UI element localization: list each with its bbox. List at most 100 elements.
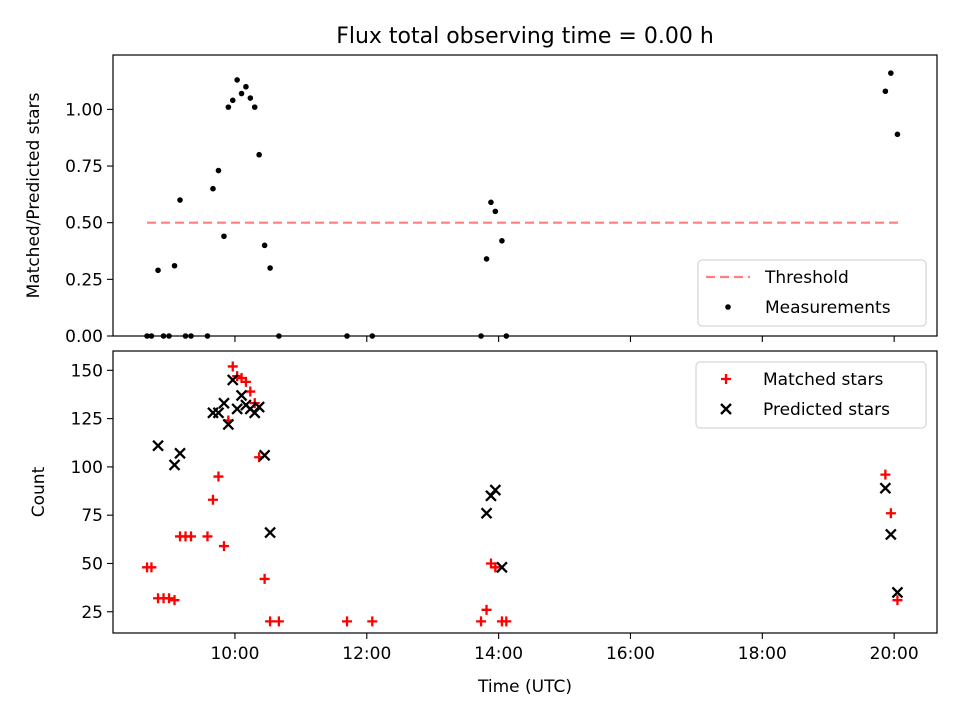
predicted-star-point — [235, 389, 248, 402]
predicted-star-point — [891, 586, 904, 599]
measurement-point — [478, 333, 484, 339]
measurement-point — [276, 333, 282, 339]
measurement-point — [369, 333, 376, 339]
predicted-star-point — [226, 374, 239, 386]
matched-star-point — [259, 573, 270, 584]
legend-label: Measurements — [765, 298, 891, 318]
bottom-panel: 25 50 75 100 125 150 10:00 12:00 14:00 16:00 18:00… — [29, 350, 938, 697]
matched-star-point — [218, 541, 229, 552]
matched-star-point — [490, 562, 501, 573]
measurement-point — [155, 267, 161, 274]
y-axis-label: Count — [29, 466, 49, 517]
legend-measurement-handle — [725, 304, 731, 310]
legend-matched-handle — [721, 374, 731, 384]
matched-star-point — [164, 593, 175, 604]
measurement-point — [188, 333, 194, 339]
predicted-star-point — [258, 449, 271, 462]
measurement-point — [247, 95, 254, 101]
predicted-star-point — [152, 439, 164, 452]
predicted-star-point — [480, 507, 493, 520]
measurement-point — [488, 199, 494, 206]
matched-star-point — [476, 616, 487, 627]
x-axis-label: Time (UTC) — [477, 677, 572, 697]
y-tick-label: 0.75 — [65, 157, 103, 177]
measurement-point — [238, 90, 245, 97]
matched-star-point — [240, 376, 251, 387]
x-tick-label: 10:00 — [210, 644, 259, 664]
top-axes-frame — [112, 54, 938, 337]
measurement-point — [166, 333, 172, 339]
matched-star-point — [227, 361, 238, 372]
measurement-point — [483, 256, 490, 262]
measurement-point — [148, 333, 155, 339]
matched-star-point — [892, 595, 903, 606]
predicted-star-point — [222, 418, 235, 431]
measurement-point — [160, 333, 167, 339]
y-tick-label: 0.00 — [65, 327, 103, 347]
matched-star-point — [146, 562, 157, 573]
measurement-point — [888, 70, 894, 76]
predicted-star-point — [885, 528, 897, 541]
y-tick-label: 50 — [81, 554, 103, 574]
matched-star-point — [169, 595, 180, 606]
measurement-point — [267, 265, 273, 271]
measurement-point — [215, 167, 222, 174]
x-tick-label: 12:00 — [342, 644, 391, 664]
measurement-point — [225, 104, 232, 110]
predicted-star-point — [168, 459, 181, 471]
matched-star-point — [186, 531, 197, 542]
measurement-point — [144, 333, 150, 339]
legend-label: Threshold — [764, 268, 849, 288]
matched-star-point — [501, 616, 512, 627]
y-tick-label: 150 — [71, 361, 103, 381]
y-tick-label: 1.00 — [65, 100, 103, 120]
y-tick-label: 0.50 — [65, 214, 103, 234]
measurement-point — [182, 333, 189, 339]
bottom-legend: Matched stars Predicted stars — [695, 361, 927, 429]
x-tick-label: 18:00 — [738, 644, 787, 664]
measurement-point — [894, 131, 901, 138]
legend-box — [697, 259, 927, 327]
matched-star-point — [202, 531, 213, 542]
top-legend: Threshold Measurements — [697, 259, 927, 327]
matched-star-point — [481, 604, 492, 615]
matched-star-point — [885, 508, 896, 519]
measurement-point — [503, 333, 510, 339]
predicted-star-point — [231, 403, 243, 415]
measurement-point — [234, 77, 240, 83]
measurement-point — [171, 262, 178, 269]
bottom-axes-frame — [112, 350, 938, 634]
y-tick-label: 0.25 — [65, 270, 103, 290]
y-tick-label: 75 — [81, 506, 103, 526]
legend-box — [695, 361, 927, 429]
measurement-point — [882, 88, 889, 95]
legend-label: Matched stars — [763, 370, 883, 390]
predicted-starsseries — [152, 374, 904, 599]
measurement-point — [261, 242, 268, 249]
measurement-point — [243, 83, 249, 90]
x-tick-label: 16:00 — [606, 644, 655, 664]
measurement-point — [229, 97, 236, 104]
y-axis-label: Matched/Predicted stars — [24, 92, 44, 298]
predicted-star-point — [489, 484, 502, 496]
predicted-star-point — [879, 482, 892, 494]
y-tick-label: 100 — [71, 458, 103, 478]
chart-title: Flux total observing time = 0.00 h — [336, 24, 714, 49]
measurement-point — [204, 333, 211, 339]
predicted-star-point — [253, 401, 265, 413]
measurement-point — [177, 197, 183, 203]
measurement-point — [251, 104, 258, 110]
matched-star-point — [207, 494, 218, 505]
predicted-star-point — [264, 526, 276, 539]
matched-star-point — [880, 469, 891, 480]
legend-predicted-handle — [720, 403, 732, 415]
measurementsseries — [144, 70, 901, 339]
measurement-point — [499, 238, 505, 244]
matched-star-point — [265, 616, 276, 627]
matched-star-point — [213, 471, 224, 482]
y-tick-label: 25 — [81, 603, 103, 623]
matched-star-point — [367, 616, 378, 627]
top-panel: 0.00 0.25 0.50 0.75 1.00 Matched/Predicted st… — [24, 54, 938, 347]
x-tick-label: 20:00 — [870, 644, 919, 664]
